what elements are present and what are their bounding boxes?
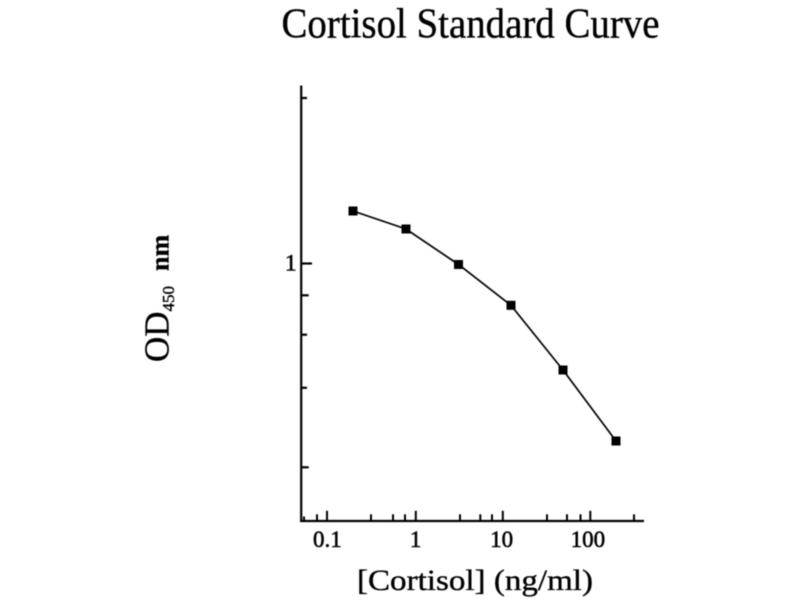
svg-text:[Cortisol] (ng/ml): [Cortisol] (ng/ml) [357,565,593,597]
svg-text:1: 1 [410,527,422,552]
svg-text:Cortisol Standard Curve: Cortisol Standard Curve [282,2,660,48]
svg-text:0.1: 0.1 [313,527,342,552]
svg-text:100: 100 [571,527,606,552]
svg-text:10: 10 [490,527,513,552]
svg-text:1: 1 [285,250,297,276]
